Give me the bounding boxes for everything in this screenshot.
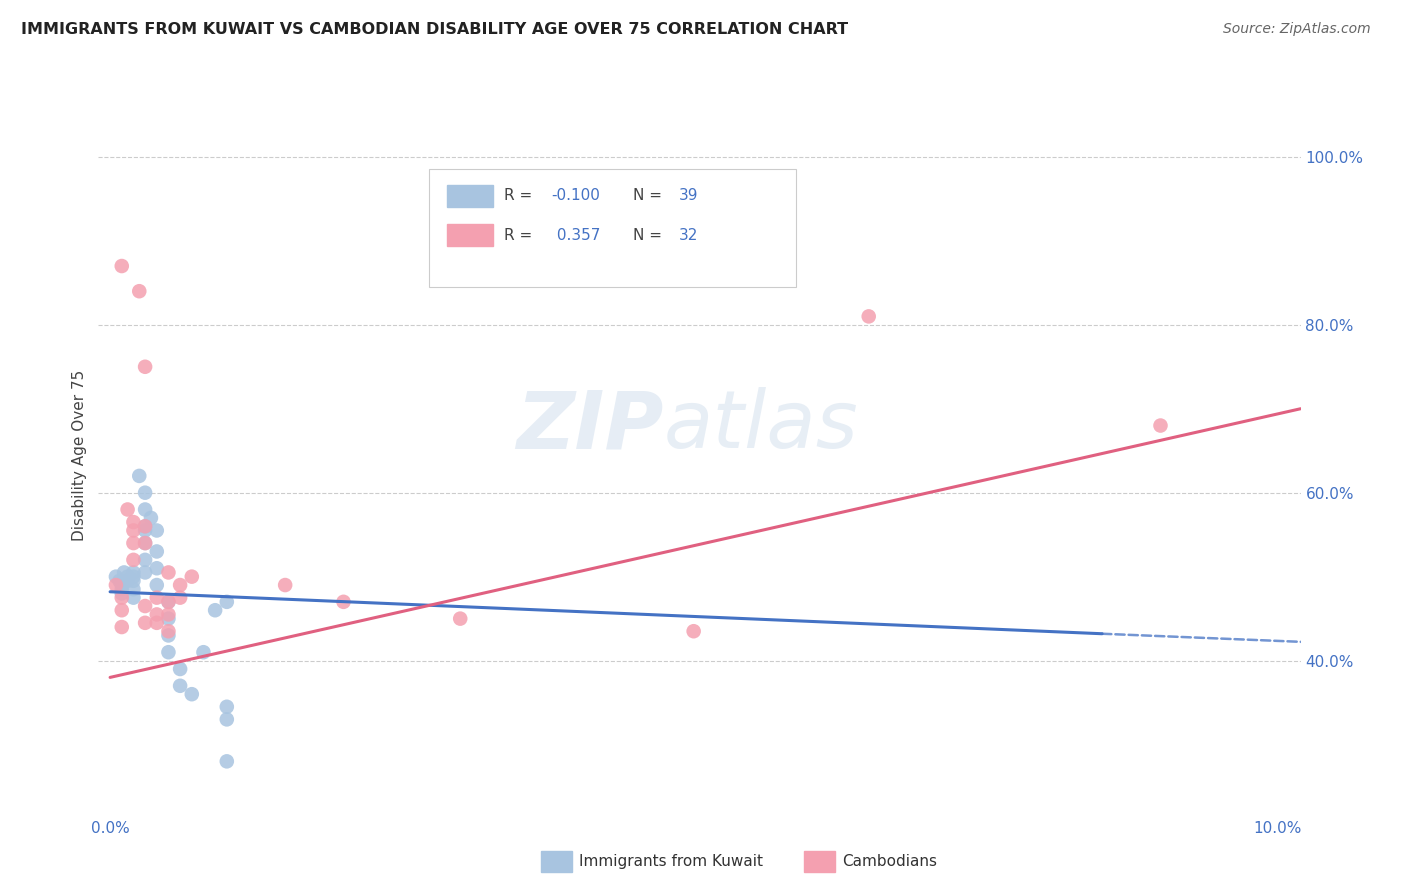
Y-axis label: Disability Age Over 75: Disability Age Over 75: [72, 369, 87, 541]
Point: [169, 662, 191, 676]
Point: [128, 284, 150, 298]
Point: [122, 574, 145, 588]
Point: [134, 553, 156, 567]
Point: [180, 687, 202, 701]
Point: [157, 624, 180, 639]
Text: 32: 32: [679, 227, 699, 243]
Point: [134, 536, 156, 550]
Point: [180, 569, 202, 583]
Point: [274, 578, 297, 592]
Point: [104, 578, 127, 592]
Point: [122, 524, 145, 538]
Point: [332, 595, 354, 609]
FancyBboxPatch shape: [447, 186, 492, 207]
FancyBboxPatch shape: [804, 851, 835, 872]
Text: -0.100: -0.100: [551, 188, 600, 203]
Point: [682, 624, 704, 639]
Point: [122, 515, 145, 529]
Point: [134, 566, 156, 580]
Point: [449, 612, 471, 626]
Point: [146, 561, 169, 575]
FancyBboxPatch shape: [447, 225, 492, 246]
FancyBboxPatch shape: [429, 169, 796, 287]
Text: 0.357: 0.357: [551, 227, 600, 243]
Point: [134, 536, 156, 550]
Text: R =: R =: [503, 188, 537, 203]
Point: [111, 578, 134, 592]
Point: [134, 524, 156, 538]
Point: [128, 469, 150, 483]
Point: [139, 511, 162, 525]
Point: [858, 310, 880, 324]
Point: [122, 569, 145, 583]
Point: [215, 595, 238, 609]
Point: [134, 615, 156, 630]
Text: Cambodians: Cambodians: [842, 855, 938, 869]
Point: [157, 595, 180, 609]
Point: [108, 574, 131, 588]
Text: atlas: atlas: [664, 387, 858, 466]
Point: [215, 755, 238, 769]
Text: R =: R =: [503, 227, 537, 243]
Point: [111, 259, 134, 273]
Point: [122, 553, 145, 567]
Point: [146, 544, 169, 558]
Point: [134, 485, 156, 500]
Text: 39: 39: [679, 188, 699, 203]
Point: [146, 578, 169, 592]
Point: [215, 699, 238, 714]
Point: [111, 603, 134, 617]
Point: [104, 569, 127, 583]
Point: [157, 645, 180, 659]
Point: [117, 574, 139, 588]
Point: [112, 566, 135, 580]
Point: [169, 578, 191, 592]
Point: [1149, 418, 1171, 433]
Point: [134, 502, 156, 516]
FancyBboxPatch shape: [541, 851, 572, 872]
Point: [111, 586, 134, 600]
Point: [146, 591, 169, 605]
Point: [146, 524, 169, 538]
Point: [117, 502, 139, 516]
Point: [169, 679, 191, 693]
Text: Source: ZipAtlas.com: Source: ZipAtlas.com: [1223, 22, 1371, 37]
Text: N =: N =: [633, 227, 668, 243]
Point: [157, 628, 180, 642]
Point: [134, 519, 156, 533]
Point: [134, 359, 156, 374]
Text: N =: N =: [633, 188, 668, 203]
Point: [157, 595, 180, 609]
Point: [157, 566, 180, 580]
Point: [169, 591, 191, 605]
Point: [157, 607, 180, 622]
Point: [111, 620, 134, 634]
Point: [193, 645, 215, 659]
Text: ZIP: ZIP: [516, 387, 664, 466]
Point: [111, 582, 134, 597]
Point: [204, 603, 226, 617]
Point: [146, 607, 169, 622]
Point: [134, 519, 156, 533]
Point: [157, 612, 180, 626]
Point: [117, 569, 139, 583]
Point: [134, 599, 156, 613]
Point: [122, 566, 145, 580]
Point: [146, 615, 169, 630]
Point: [111, 591, 134, 605]
Text: Immigrants from Kuwait: Immigrants from Kuwait: [579, 855, 763, 869]
Point: [122, 536, 145, 550]
Text: IMMIGRANTS FROM KUWAIT VS CAMBODIAN DISABILITY AGE OVER 75 CORRELATION CHART: IMMIGRANTS FROM KUWAIT VS CAMBODIAN DISA…: [21, 22, 848, 37]
Point: [122, 582, 145, 597]
Point: [215, 712, 238, 726]
Point: [122, 591, 145, 605]
